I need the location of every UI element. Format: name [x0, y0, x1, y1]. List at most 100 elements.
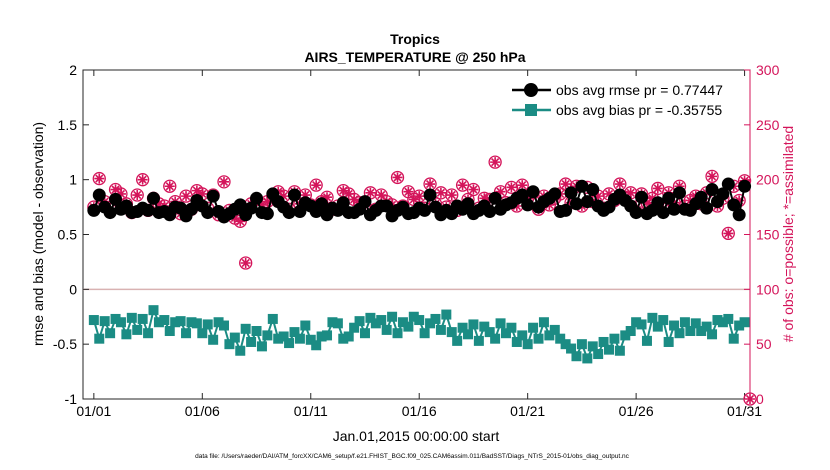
x-tick-label: 01/11 — [294, 403, 328, 419]
legend-box — [505, 76, 745, 122]
rmse-point — [250, 191, 264, 205]
rmse-point — [651, 196, 665, 210]
bias-point — [132, 324, 143, 335]
bias-point — [734, 320, 745, 331]
bias-point — [614, 345, 625, 356]
bias-point — [430, 313, 441, 324]
bias-point — [110, 313, 121, 324]
y2-tick-label: 100 — [756, 281, 780, 297]
bias-point — [593, 349, 604, 360]
bias-point — [544, 330, 555, 341]
obs-assimilated-point — [604, 188, 615, 199]
bias-point — [500, 328, 511, 339]
bias-point — [359, 328, 370, 339]
obs-assimilated-point — [235, 216, 246, 227]
obs-possible-point — [179, 189, 193, 203]
bias-point — [511, 336, 522, 347]
chart-subtitle: AIRS_TEMPERATURE @ 250 hPa — [304, 49, 525, 65]
bias-point — [251, 326, 262, 337]
rmse-point — [586, 183, 600, 197]
obs-assimilated-point — [457, 180, 468, 191]
bias-point — [153, 317, 164, 328]
obs-possible-point — [721, 226, 735, 241]
obs-assimilated-point — [300, 190, 311, 201]
bias-point — [533, 333, 544, 344]
obs-assimilated-point — [218, 176, 229, 187]
bias-point — [425, 318, 436, 329]
rmse-point — [732, 208, 746, 222]
bias-point — [414, 315, 425, 326]
rmse-point — [521, 198, 535, 212]
bias-point — [560, 339, 571, 350]
bias-point — [566, 343, 577, 354]
bias-point — [159, 315, 170, 326]
obs-possible-point — [705, 169, 719, 184]
rmse-point — [206, 189, 220, 203]
rmse-point — [694, 190, 708, 204]
bias-point — [446, 327, 457, 338]
bias-point — [528, 322, 539, 333]
obs-assimilated-point — [506, 182, 517, 193]
bias-point — [636, 319, 647, 330]
bias-point — [115, 317, 126, 328]
bias-point — [403, 321, 414, 332]
bias-point — [625, 326, 636, 337]
y-axis-label: rmse and bias (model - observation) — [30, 122, 46, 346]
rmse-point — [146, 191, 160, 205]
bias-point — [338, 333, 349, 344]
bias-point — [224, 339, 235, 350]
obs-possible-point — [466, 182, 481, 197]
obs-assimilated-point — [641, 197, 652, 208]
y2-tick-label: 200 — [756, 172, 780, 188]
obs-assimilated-point — [723, 228, 734, 239]
obs-possible-point — [445, 188, 459, 202]
bias-point — [522, 339, 533, 350]
rmse-point — [282, 206, 296, 220]
bias-point — [256, 341, 267, 352]
bias-point — [267, 313, 278, 324]
bias-point — [170, 317, 181, 328]
obs-possible-point — [390, 170, 405, 185]
bias-point — [685, 326, 696, 337]
bias-point — [381, 324, 392, 335]
bias-point — [728, 333, 739, 344]
bias-point — [717, 317, 728, 328]
rmse-point — [201, 206, 215, 220]
obs-assimilated-point — [674, 181, 685, 192]
bias-point — [343, 331, 354, 342]
rmse-point — [727, 198, 741, 212]
bias-point — [332, 318, 343, 329]
obs-assimilated-point — [278, 191, 289, 202]
bias-point — [240, 323, 251, 334]
bias-point — [549, 324, 560, 335]
bias-point — [604, 344, 615, 355]
bias-point — [441, 309, 452, 320]
obs-assimilated-point — [647, 193, 658, 204]
obs-assimilated-point — [468, 184, 479, 195]
y2-axis-label: # of obs: o=possible; *=assimilated — [780, 126, 796, 342]
rmse-series — [87, 177, 752, 224]
obs-assimilated-point — [593, 191, 604, 202]
obs-assimilated-point — [435, 187, 446, 198]
obs-possible-point — [163, 179, 177, 193]
obs-assimilated-point — [115, 188, 126, 199]
bias-point — [197, 328, 208, 339]
rmse-point — [87, 203, 101, 217]
obs-assimilated-point — [446, 190, 457, 201]
bias-point — [148, 305, 159, 316]
obs-assimilated-point — [256, 199, 267, 210]
bias-point — [376, 315, 387, 326]
plot-area — [82, 69, 751, 400]
bias-point — [229, 332, 240, 343]
bias-point — [452, 335, 463, 346]
bias-point — [397, 317, 408, 328]
obs-assimilated-point — [392, 172, 403, 183]
obs-assimilated-point — [191, 185, 202, 196]
obs-assimilated-point — [181, 191, 192, 202]
y2-tick-label: 0 — [756, 391, 764, 407]
rmse-point — [673, 186, 687, 200]
rmse-point — [488, 191, 502, 205]
rmse-point — [233, 198, 247, 212]
bias-point — [457, 322, 468, 333]
